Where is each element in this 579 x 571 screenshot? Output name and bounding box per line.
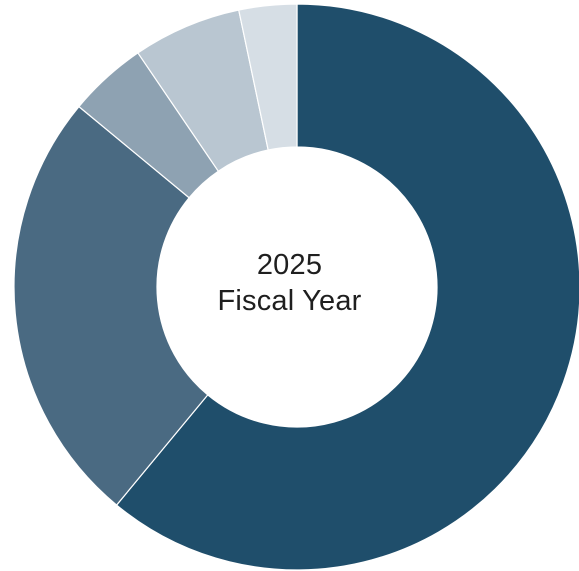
center-label-period: Fiscal Year [217, 285, 362, 317]
donut-slice-2 [13, 105, 209, 506]
donut-slice-1 [115, 3, 579, 571]
center-label-year: 2025 [256, 249, 323, 281]
donut-slice-5 [238, 3, 298, 151]
